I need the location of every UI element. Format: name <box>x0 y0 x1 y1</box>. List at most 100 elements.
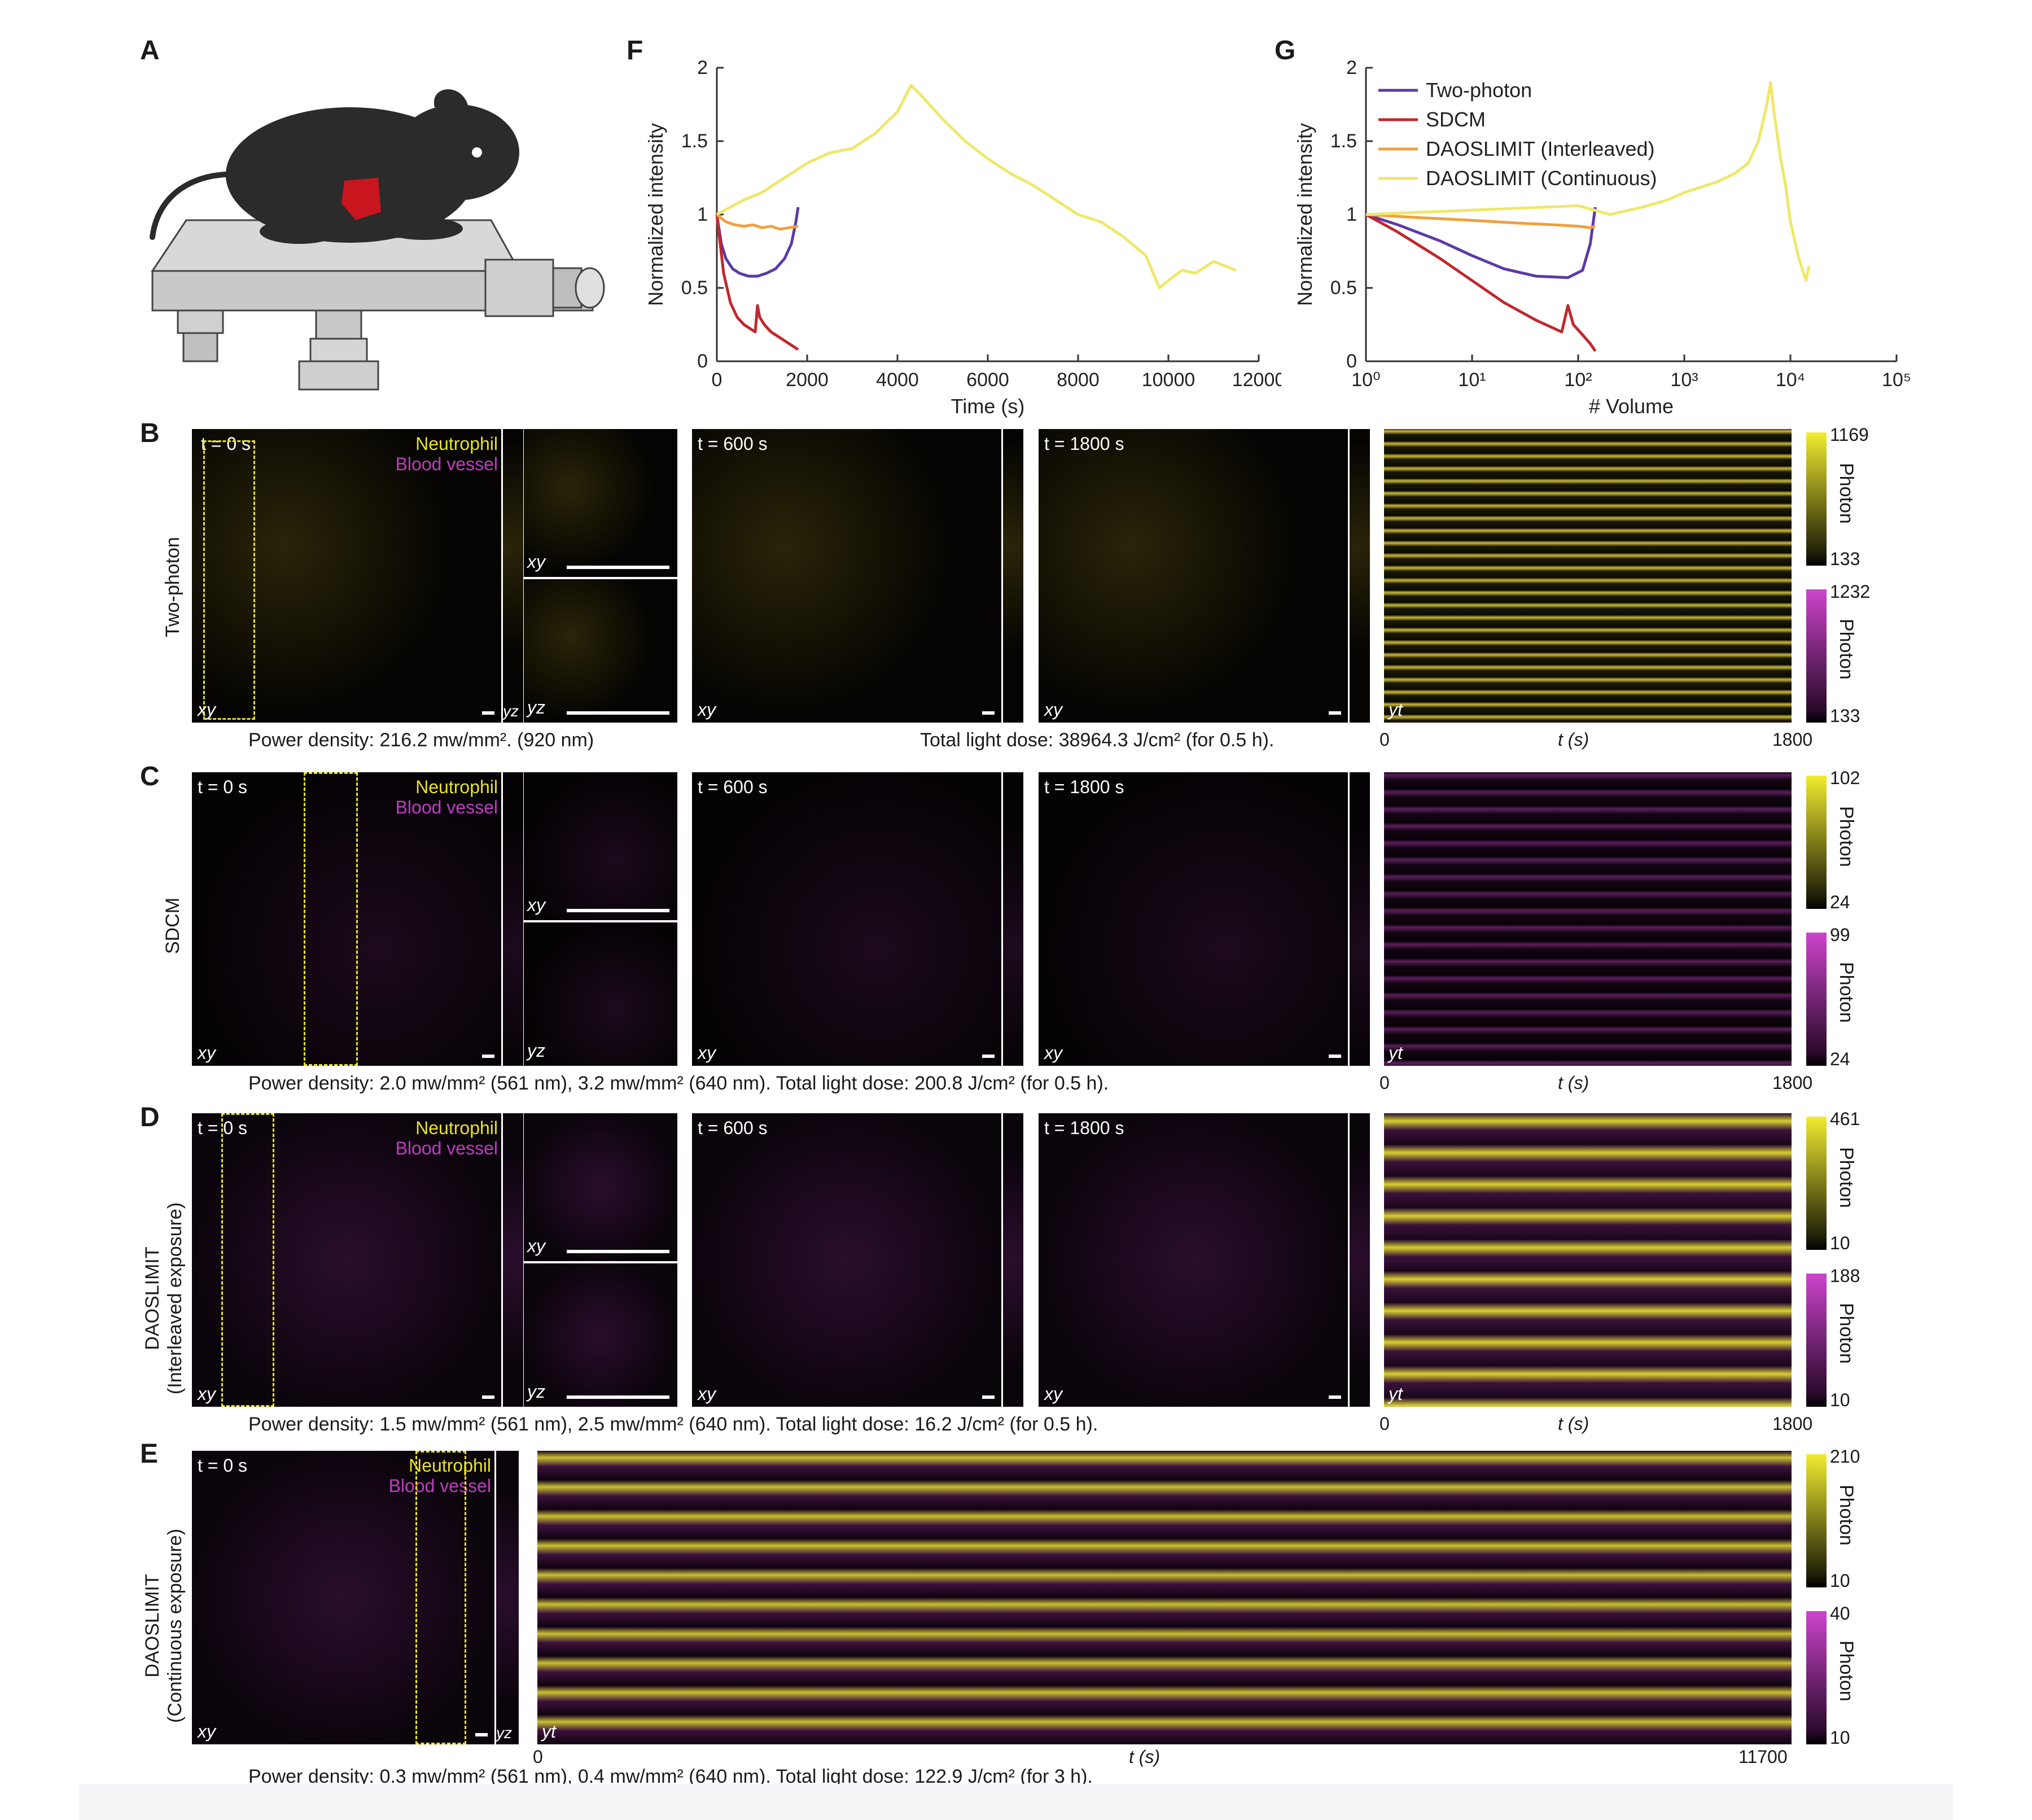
c-yt-kymograph: yt <box>1384 772 1792 1066</box>
legend-neutrophil: Neutrophil <box>409 1455 491 1476</box>
chart-g-intensity-vs-volume: 0 0.5 1 1.5 2 10⁰ 10¹ 10² 10³ 10⁴ 10⁵ # Volume Norma… <box>1293 57 1911 418</box>
colorbar-c-yellow-max: 102 <box>1830 768 1860 788</box>
x-tick-label: 10⁰ <box>1351 369 1380 391</box>
d-xy-t0-image: t = 0 s Neutrophil Blood vessel xy <box>192 1113 501 1407</box>
colorbar-b-yellow-min: 133 <box>1830 549 1860 569</box>
colorbar-c-magenta <box>1806 933 1827 1066</box>
c-caption: Power density: 2.0 mw/mm² (561 nm), 3.2 … <box>248 1073 1109 1094</box>
page-footer-band <box>79 1784 1953 1820</box>
c-kymo-axis-label: t (s) <box>1558 1073 1589 1093</box>
scale-bar <box>1329 711 1341 715</box>
y-tick-label: 1 <box>697 204 708 225</box>
b-xy-t0-image: t = 0 s Neutrophil Blood vessel xy <box>192 429 501 723</box>
legend-entry: DAOSLIMIT (Interleaved) <box>1426 137 1654 160</box>
xy-label: xy <box>527 1236 545 1256</box>
xy-label: xy <box>698 1384 716 1404</box>
chart-f-intensity-vs-time: 0 0.5 1 1.5 2 0 2000 4000 6000 8000 10000 12000 Time… <box>644 57 1281 418</box>
b-xy-t1800-image: t = 1800 s xy <box>1039 429 1348 723</box>
time-label: t = 600 s <box>698 777 768 797</box>
xy-label: xy <box>527 552 545 572</box>
d-yt-kymograph: yt <box>1384 1113 1792 1407</box>
panel-letter-f: F <box>627 36 643 65</box>
time-label: t = 600 s <box>698 434 768 454</box>
scale-bar <box>482 1395 494 1399</box>
colorbar-b-magenta-max: 1232 <box>1830 581 1871 602</box>
colorbar-c-yellow-min: 24 <box>1830 892 1850 912</box>
row-label-line-2: (Continuous exposure) <box>164 1529 186 1723</box>
colorbar-d-magenta-max: 188 <box>1830 1266 1860 1286</box>
x-tick-label: 10³ <box>1670 369 1698 391</box>
yz-label: yz <box>496 1724 512 1742</box>
legend-entry: Two-photon <box>1426 78 1532 102</box>
b-yt-kymograph: yt <box>1384 429 1792 723</box>
legend-blood-vessel: Blood vessel <box>395 1138 498 1158</box>
yt-label: yt <box>1389 699 1403 720</box>
d-xy-t600-image: t = 600 s xy <box>692 1113 1001 1407</box>
row-label-two-photon: Two-photon <box>162 537 183 637</box>
scale-bar <box>475 1733 488 1736</box>
y-tick-label: 2 <box>697 57 708 78</box>
colorbar-b-yellow-unit: Photon <box>1836 463 1857 524</box>
yz-label: yz <box>527 1381 545 1402</box>
panel-letter-g: G <box>1275 36 1296 65</box>
roi-box <box>415 1451 466 1744</box>
b-yz-strip-600 <box>1001 429 1023 723</box>
x-tick-label: 8000 <box>1057 369 1100 391</box>
e-yt-kymograph: yt <box>537 1451 1792 1744</box>
b-zoom-xy: xy <box>524 429 677 577</box>
time-label: t = 1800 s <box>1044 1118 1124 1138</box>
time-label: t = 1800 s <box>1044 777 1124 797</box>
colorbar-b-yellow-max: 1169 <box>1830 425 1869 445</box>
b-zoom-yz: yz <box>524 579 677 723</box>
xy-label: xy <box>198 1721 216 1742</box>
colorbar-e-magenta-min: 10 <box>1830 1727 1850 1748</box>
b-yz-strip-1800 <box>1348 429 1370 723</box>
scale-bar <box>982 1055 995 1058</box>
legend-blood-vessel: Blood vessel <box>395 797 498 817</box>
time-label: t = 600 s <box>698 1118 768 1138</box>
d-xy-t1800-image: t = 1800 s xy <box>1039 1113 1348 1407</box>
roi-box <box>304 772 358 1066</box>
legend-neutrophil: Neutrophil <box>415 1118 498 1138</box>
scale-bar <box>982 1395 995 1399</box>
d-yz-strip-600 <box>1001 1113 1023 1407</box>
colorbar-b-magenta-unit: Photon <box>1836 619 1857 680</box>
y-tick-label: 1.5 <box>1330 130 1357 152</box>
series-line-1 <box>715 214 799 351</box>
colorbar-e-yellow-unit: Photon <box>1836 1485 1857 1546</box>
colorbar-e-yellow <box>1806 1454 1827 1587</box>
colorbar-d-magenta-unit: Photon <box>1836 1303 1857 1364</box>
panel-letter-d: D <box>140 1102 160 1132</box>
y-axis-label: Normalized intensity <box>1293 123 1316 306</box>
d-kymo-axis-label: t (s) <box>1558 1414 1589 1434</box>
c-yz-strip-600 <box>1001 772 1023 1066</box>
xy-label: xy <box>698 699 716 720</box>
scale-bar <box>1329 1395 1341 1399</box>
e-kymo-axis-start: 0 <box>533 1747 543 1767</box>
panel-letter-a: A <box>140 36 160 65</box>
series-line-2 <box>716 213 799 231</box>
e-xy-t0-image: t = 0 s Neutrophil Blood vessel xy <box>192 1451 494 1744</box>
row-label-sdcm: SDCM <box>162 897 183 955</box>
x-tick-label: 10000 <box>1142 369 1195 391</box>
b-kymo-axis-start: 0 <box>1380 729 1390 750</box>
x-tick-label: 10² <box>1564 369 1592 391</box>
x-tick-label: 12000 <box>1232 369 1281 391</box>
legend-entry: DAOSLIMIT (Continuous) <box>1426 167 1657 190</box>
b-caption-right: Total light dose: 38964.3 J/cm² (for 0.5… <box>920 729 1275 751</box>
y-tick-label: 0.5 <box>1330 277 1357 299</box>
y-tick-label: 0 <box>1346 351 1357 372</box>
time-label: t = 0 s <box>198 1455 248 1476</box>
panel-letter-c: C <box>140 762 160 791</box>
colorbar-b-magenta-min: 133 <box>1830 706 1860 726</box>
c-yz-strip-1800 <box>1348 772 1370 1066</box>
x-tick-label: 6000 <box>966 369 1009 391</box>
x-tick-label: 10¹ <box>1458 369 1486 391</box>
b-kymo-axis-label: t (s) <box>1558 729 1589 750</box>
row-label-line-1: DAOSLIMIT <box>142 1246 163 1350</box>
series-line-2 <box>1365 213 1596 229</box>
colorbar-d-yellow-unit: Photon <box>1836 1147 1857 1208</box>
b-kymo-axis-end: 1800 <box>1772 729 1813 750</box>
colorbar-b-magenta <box>1806 589 1827 723</box>
c-zoom-xy: xy <box>524 772 677 920</box>
